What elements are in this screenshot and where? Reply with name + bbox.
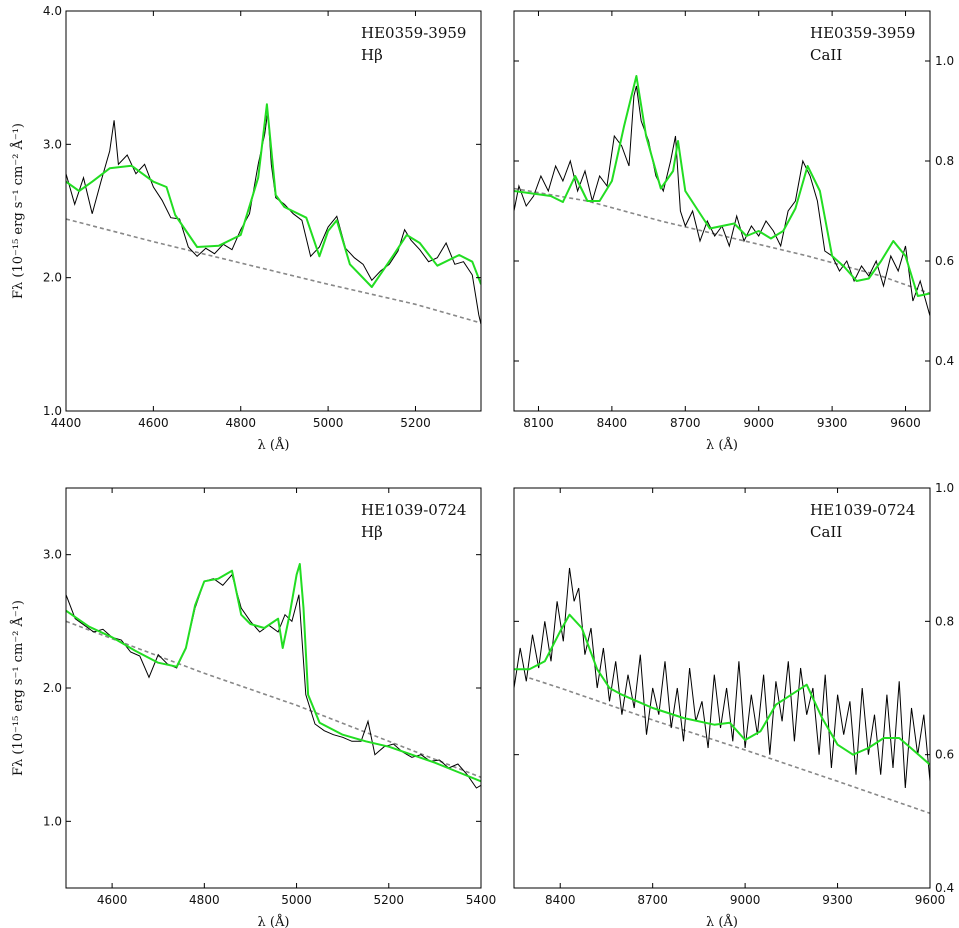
y-tick-label: 1.0 xyxy=(935,481,954,495)
emission-line-annotation: CaII xyxy=(810,46,842,64)
y-tick-label: 2.0 xyxy=(43,271,62,285)
y-tick-label: 0.8 xyxy=(935,154,954,168)
y-tick-label: 0.6 xyxy=(935,254,954,268)
observed-spectrum-line xyxy=(66,573,481,789)
y-tick-label: 1.0 xyxy=(935,54,954,68)
x-tick-label: 8100 xyxy=(523,416,554,430)
panel-1: 4400 4600 4800 5000 5200 1.0 2.0 3.0 4.0 λ (Å) Fλ … xyxy=(10,4,482,453)
x-axis-label: λ (Å) xyxy=(258,437,290,453)
model-fit-line xyxy=(66,103,481,288)
continuum-line xyxy=(514,187,930,295)
x-tick-label: 8400 xyxy=(597,416,628,430)
y-tick-label: 3.0 xyxy=(43,137,62,151)
emission-line-annotation: Hβ xyxy=(361,46,383,64)
object-name-annotation: HE0359-3959 xyxy=(361,24,466,42)
y-tick-label: 1.0 xyxy=(43,814,62,828)
panel-3: 4600 4800 5000 5200 5400 1.0 2.0 3.0 λ (Å) Fλ (10… xyxy=(10,487,497,928)
y-axis-label: Fλ (10⁻¹⁵ erg s⁻¹ cm⁻² Å⁻¹) xyxy=(10,600,26,776)
x-tick-label: 8400 xyxy=(545,893,576,907)
y-axis-label: Fλ (10⁻¹⁵ erg s⁻¹ cm⁻² Å⁻¹) xyxy=(10,123,26,299)
x-tick-label: 9000 xyxy=(730,893,761,907)
x-tick-label: 4800 xyxy=(225,416,256,430)
x-tick-label: 8700 xyxy=(637,893,668,907)
panel-2: 8100 8400 8700 9000 9300 9600 0.4 0.6 0.8 1.0 λ (Å… xyxy=(513,10,954,453)
plot-frame xyxy=(513,10,931,412)
observed-spectrum-line xyxy=(514,85,930,317)
y-tick-label: 0.4 xyxy=(935,881,954,895)
y-tick-label: 0.8 xyxy=(935,614,954,628)
model-fit-line xyxy=(514,75,930,297)
plot-frame xyxy=(65,487,482,889)
x-tick-label: 9300 xyxy=(817,416,848,430)
x-axis-label: λ (Å) xyxy=(706,437,738,453)
x-tick-label: 9000 xyxy=(743,416,774,430)
x-tick-label: 5400 xyxy=(466,893,497,907)
emission-line-annotation: CaII xyxy=(810,523,842,541)
y-tick-label: 1.0 xyxy=(43,404,62,418)
x-tick-label: 4800 xyxy=(189,893,220,907)
y-tick-label: 2.0 xyxy=(43,681,62,695)
x-tick-label: 9300 xyxy=(822,893,853,907)
x-tick-label: 5200 xyxy=(400,416,431,430)
model-fit-line xyxy=(514,613,930,766)
continuum-line xyxy=(66,620,481,779)
emission-line-annotation: Hβ xyxy=(361,523,383,541)
x-axis-label: λ (Å) xyxy=(706,914,738,928)
y-tick-label: 3.0 xyxy=(43,548,62,562)
x-tick-label: 5000 xyxy=(281,893,312,907)
x-tick-label: 8700 xyxy=(670,416,701,430)
plot-frame xyxy=(513,487,931,889)
observed-spectrum-line xyxy=(514,567,930,789)
x-tick-label: 4600 xyxy=(97,893,128,907)
continuum-line xyxy=(529,677,930,815)
x-tick-label: 4600 xyxy=(138,416,169,430)
y-tick-label: 0.6 xyxy=(935,748,954,762)
x-tick-label: 4400 xyxy=(51,416,82,430)
observed-spectrum-line xyxy=(66,110,481,325)
y-tick-label: 4.0 xyxy=(43,4,62,18)
plot-frame xyxy=(65,10,482,412)
x-tick-label: 9600 xyxy=(890,416,921,430)
object-name-annotation: HE1039-0724 xyxy=(361,501,466,519)
x-axis-label: λ (Å) xyxy=(258,914,290,928)
object-name-annotation: HE1039-0724 xyxy=(810,501,915,519)
continuum-line xyxy=(66,218,481,324)
object-name-annotation: HE0359-3959 xyxy=(810,24,915,42)
x-tick-label: 9600 xyxy=(915,893,946,907)
y-tick-label: 0.4 xyxy=(935,354,954,368)
x-tick-label: 5200 xyxy=(374,893,405,907)
x-tick-label: 5000 xyxy=(313,416,344,430)
model-fit-line xyxy=(66,563,481,783)
